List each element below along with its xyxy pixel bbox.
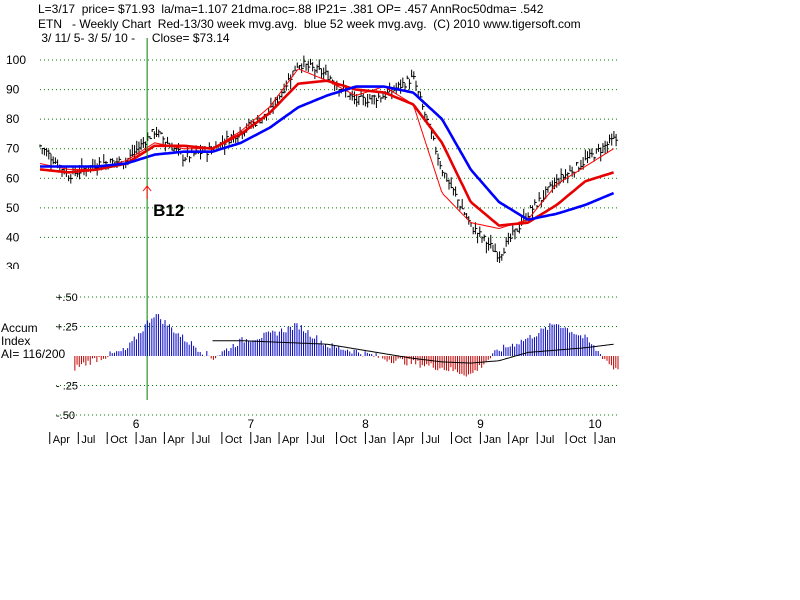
price-y-tick-label: 80 [6,112,20,126]
header-line-1: L=3/17 price= $71.93 la/ma=1.107 21dma.r… [38,2,544,16]
ma-30-week-line [39,79,614,227]
x-year-label: 9 [477,417,484,431]
price-y-tick-label: 60 [6,171,20,185]
x-month-label: Jul [426,434,440,446]
x-month-label: Jan [368,434,386,446]
price-y-tick-label: 90 [6,83,20,97]
price-y-tick-label: 100 [6,53,26,67]
x-month-label: Jan [483,434,501,446]
accum-title-line: Index [1,334,30,348]
x-month-label: Jan [139,434,157,446]
price-y-tick-label: 50 [6,201,20,215]
price-bars [39,55,619,263]
x-month-label: Jul [81,434,95,446]
x-year-label: 7 [247,417,254,431]
accum-ma-line [212,340,614,364]
signal-label: B12 [153,201,184,220]
accum-bars [74,314,619,377]
x-month-label: Apr [167,434,184,446]
accum-y-tick-label: +.50 [56,292,78,304]
accum-y-tick-label: -.50 [56,410,75,422]
x-month-label: Oct [225,434,242,446]
accum-title-line: Accum [1,321,38,335]
x-month-label: Jul [540,434,554,446]
x-month-label: Jul [196,434,210,446]
accum-title-line: AI= 116/200 [1,347,65,361]
x-year-label: 8 [362,417,369,431]
ma-52-week-line [40,85,615,221]
price-y-tick-label: 30 [6,260,20,274]
accum-y-tick-label: +.25 [56,322,78,334]
signal-arrow-icon [142,185,152,199]
accum-y-tick-labels: +.50 +.25 - .25 -.50 [56,292,78,422]
price-y-tick-label: 40 [6,230,20,244]
header-line-2: ETN - Weekly Chart Red-13/30 week mvg.av… [38,17,581,31]
x-month-label: Apr [397,434,414,446]
price-y-tick-label: 70 [6,142,20,156]
x-year-label: 10 [588,417,602,431]
x-month-label: Oct [340,434,357,446]
x-month-label: Jul [311,434,325,446]
accum-y-tick-label: - .25 [56,381,78,393]
x-month-label: Apr [282,434,299,446]
x-month-label: Apr [53,434,70,446]
x-year-label: 6 [133,417,140,431]
x-axis: Apr Jul Oct Jan Apr Jul Oct Jan Apr Jul Oct Jan Apr J… [49,417,616,446]
x-month-label: Oct [455,434,472,446]
x-month-label: Oct [569,434,586,446]
price-y-tick-labels: 100 90 80 70 60 50 40 30 [6,53,26,274]
x-month-label: Apr [512,434,529,446]
accum-ma-line [212,340,614,364]
header-line-3: 3/ 11/ 5- 3/ 5/ 10 - Close= $73.14 [38,31,230,45]
x-month-label: Jan [254,434,272,446]
x-month-label: Oct [110,434,127,446]
price-moving-averages [39,68,615,229]
x-month-label: Jan [598,434,616,446]
ma-13-week-line [39,68,614,229]
